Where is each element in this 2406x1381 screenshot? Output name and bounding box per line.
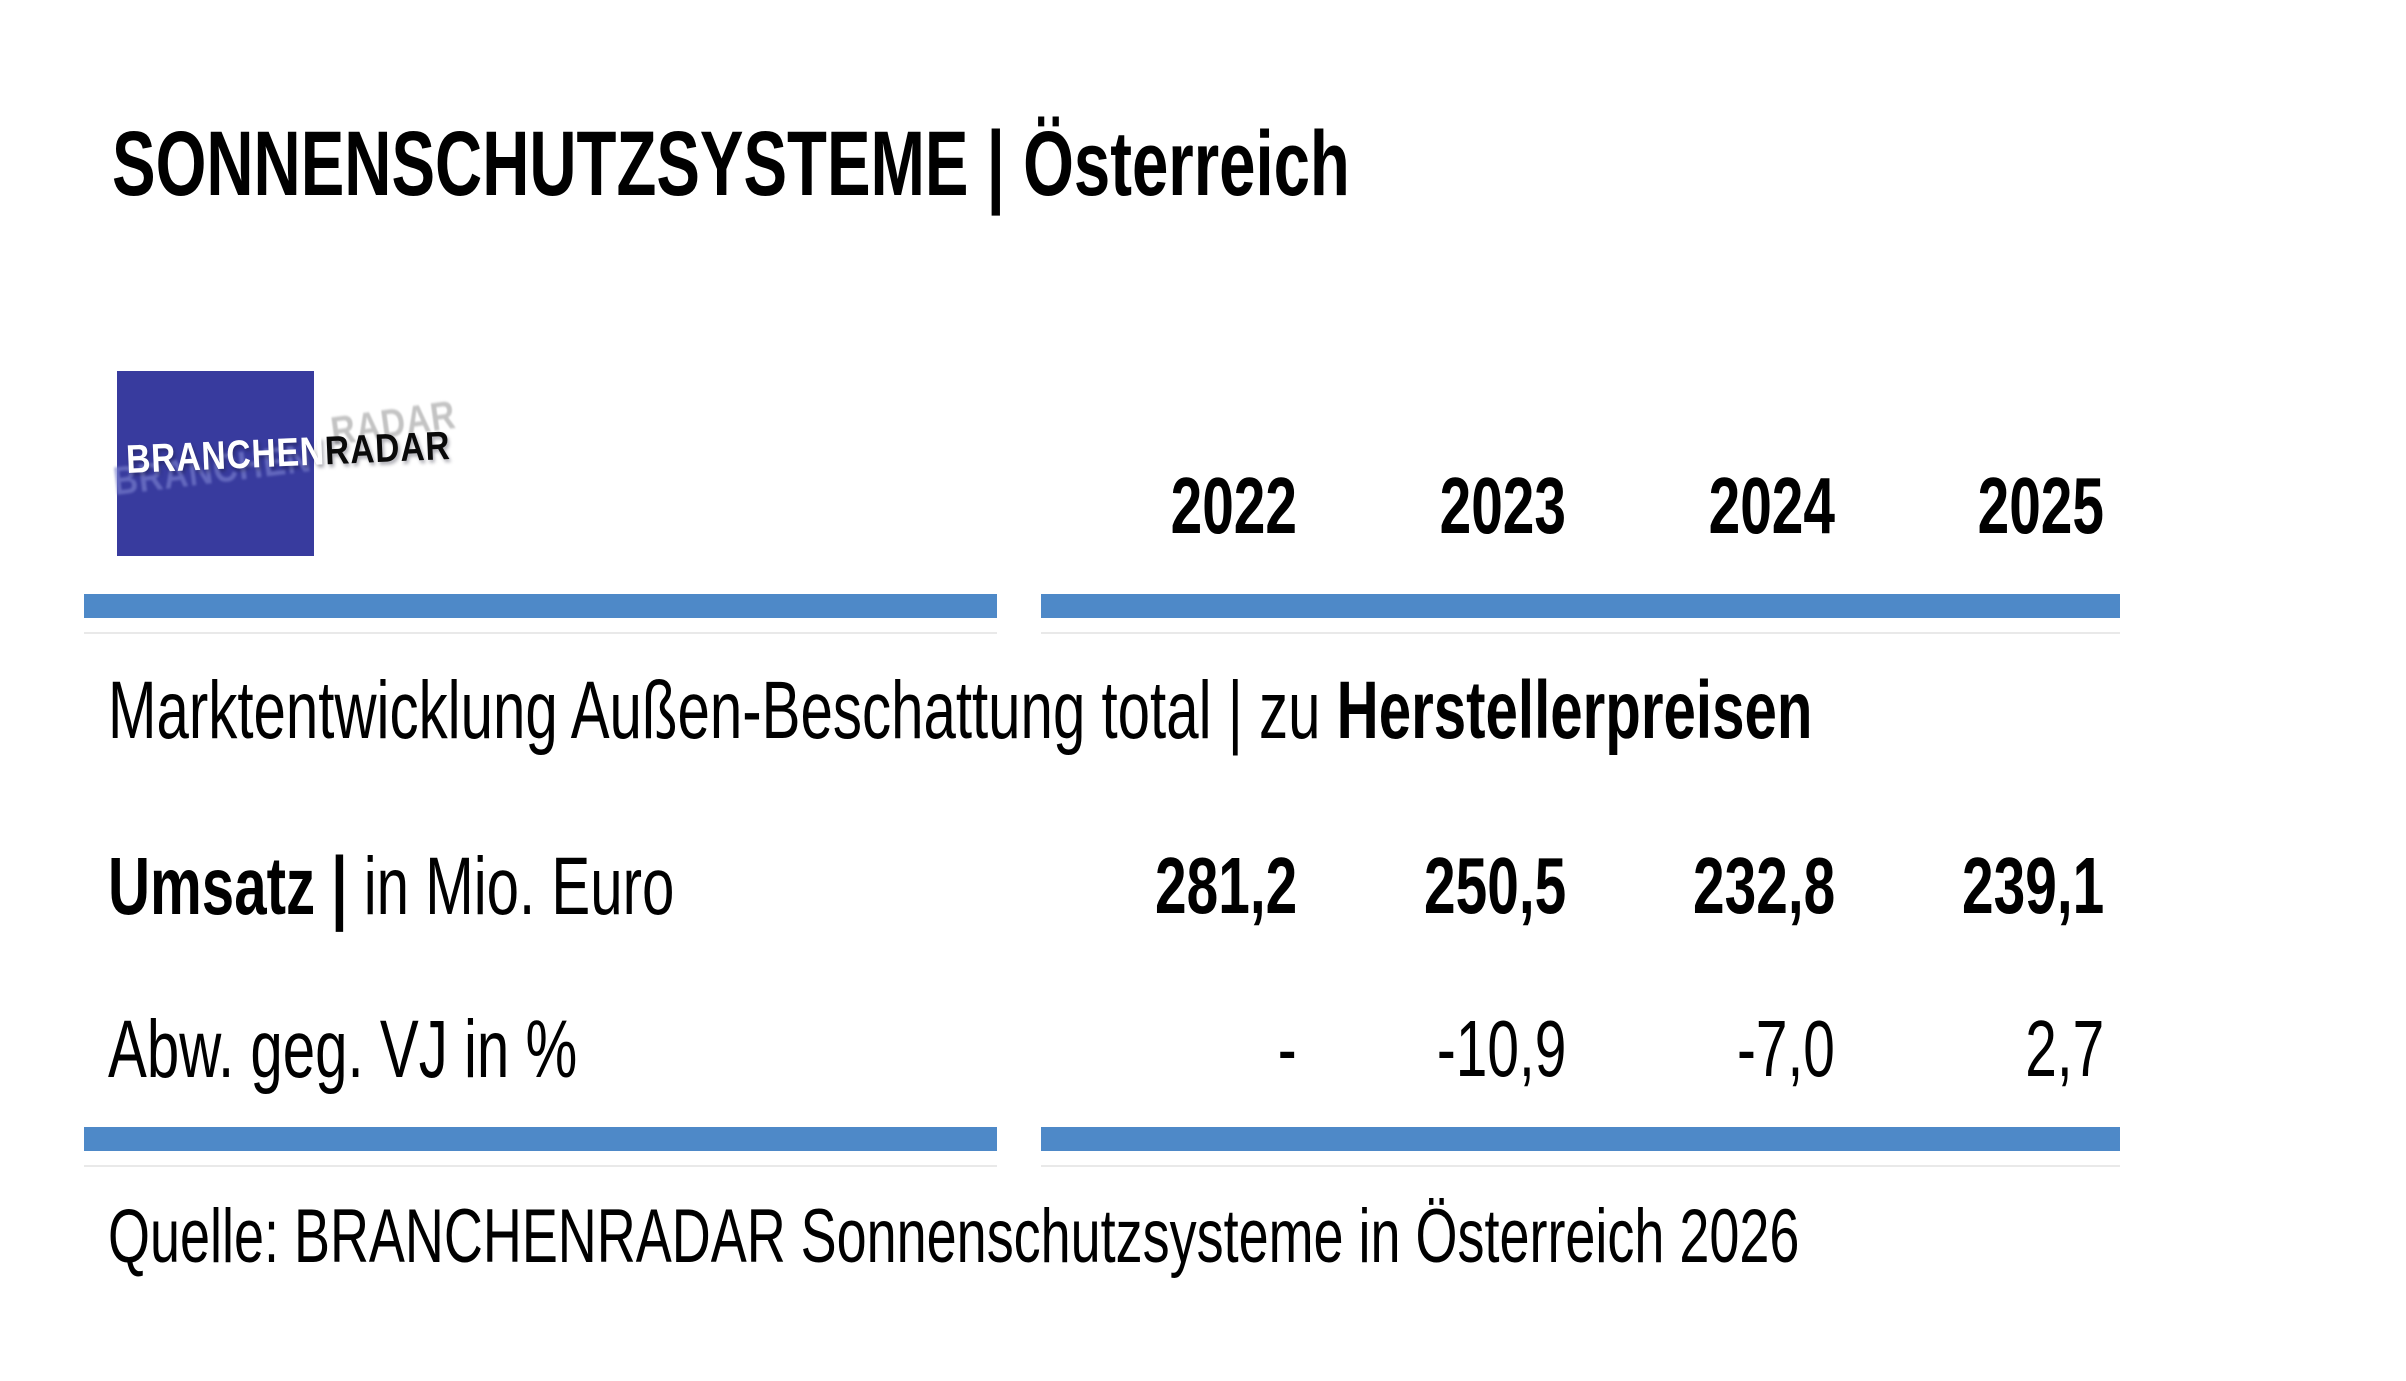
- row-label-abweichung: Abw. geg. VJ in %: [84, 1009, 1044, 1091]
- cell-value: 232,8: [1692, 841, 1835, 930]
- source-text: Quelle: BRANCHENRADAR Sonnenschutzsystem…: [108, 1194, 1800, 1279]
- abw-value-2024: -7,0: [1582, 1009, 1851, 1091]
- row-label-umsatz: Umsatz | in Mio. Euro: [84, 846, 1044, 928]
- cell-value: -10,9: [1436, 1004, 1566, 1093]
- umsatz-value-2022: 281,2: [1044, 846, 1313, 928]
- abw-value-2023: -10,9: [1313, 1009, 1582, 1091]
- logo-text-branchen: BRANCHEN: [125, 429, 326, 482]
- footer-rule-shadow-left: [84, 1165, 997, 1167]
- header-rule-shadow-right: [1041, 632, 2120, 634]
- section-title: Marktentwicklung Außen-Beschattung total…: [84, 670, 2406, 752]
- year-header-2025: 2025: [1851, 466, 2120, 546]
- logo-blue-square: [117, 371, 314, 556]
- section-title-bold: Herstellerpreisen: [1336, 665, 1813, 756]
- header-rule-right: [1041, 594, 2120, 618]
- table-row-abweichung: Abw. geg. VJ in % - -10,9 -7,0 2,7: [84, 1009, 2120, 1091]
- year-label: 2022: [1170, 461, 1297, 550]
- footer-rule-right: [1041, 1127, 2120, 1151]
- footer-rule-left: [84, 1127, 997, 1151]
- cell-value: 2,7: [2025, 1004, 2104, 1093]
- cell-value: 250,5: [1423, 841, 1566, 930]
- footer-rule-shadow-right: [1041, 1165, 2120, 1167]
- row-label-regular: Abw. geg. VJ in %: [108, 1004, 578, 1095]
- abw-value-2025: 2,7: [1851, 1009, 2120, 1091]
- year-label: 2025: [1977, 461, 2104, 550]
- section-title-regular: Marktentwicklung Außen-Beschattung total…: [108, 665, 1337, 756]
- page-title-text: SONNENSCHUTZSYSTEME | Österreich: [112, 113, 1350, 215]
- year-header-2023: 2023: [1313, 466, 1582, 546]
- umsatz-value-2023: 250,5: [1313, 846, 1582, 928]
- year-header-2024: 2024: [1582, 466, 1851, 546]
- logo-text-radar: RADAR: [323, 423, 452, 474]
- table-row-umsatz: Umsatz | in Mio. Euro 281,2 250,5 232,8 …: [84, 846, 2120, 928]
- year-header-2022: 2022: [1044, 466, 1313, 546]
- cell-value: -: [1278, 1004, 1297, 1093]
- cell-value: -7,0: [1737, 1004, 1835, 1093]
- header-rule-shadow-left: [84, 632, 997, 634]
- year-label: 2024: [1708, 461, 1835, 550]
- abw-value-2022: -: [1044, 1009, 1313, 1091]
- table-year-header-row: 2022 2023 2024 2025: [84, 466, 2120, 546]
- cell-value: 281,2: [1154, 841, 1297, 930]
- umsatz-value-2024: 232,8: [1582, 846, 1851, 928]
- year-label: 2023: [1439, 461, 1566, 550]
- row-label-bold: Umsatz |: [108, 841, 364, 932]
- section-title-row: Marktentwicklung Außen-Beschattung total…: [84, 670, 2120, 752]
- umsatz-value-2025: 239,1: [1851, 846, 2120, 928]
- source-line: Quelle: BRANCHENRADAR Sonnenschutzsystem…: [108, 1199, 2406, 1275]
- row-label-regular: in Mio. Euro: [363, 841, 675, 932]
- page-title: SONNENSCHUTZSYSTEME | Österreich: [112, 118, 1855, 210]
- cell-value: 239,1: [1961, 841, 2104, 930]
- header-rule-left: [84, 594, 997, 618]
